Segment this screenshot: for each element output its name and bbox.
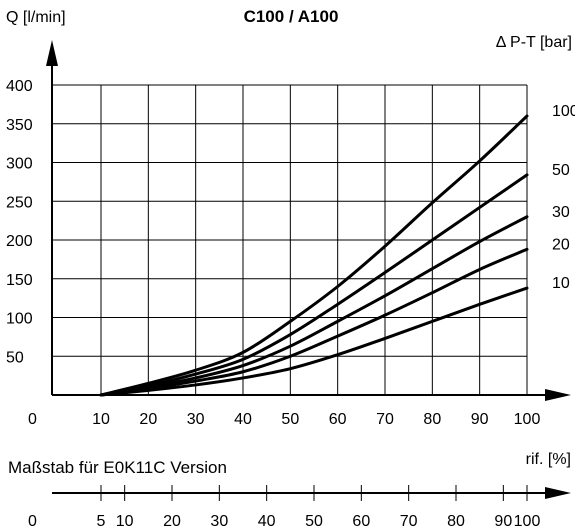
y-axis-arrow: [46, 40, 58, 66]
y-origin-label: 0: [28, 411, 37, 428]
chart-grid: [52, 84, 528, 395]
series-label: 30: [552, 204, 570, 221]
chart-series: [99, 114, 529, 397]
secondary-tick-label: 10: [116, 513, 134, 530]
x-tick-label: 10: [92, 411, 110, 428]
x-tick-label: 20: [139, 411, 157, 428]
x-tick-label: 80: [423, 411, 441, 428]
x-tick-label: 60: [329, 411, 347, 428]
secondary-tick-label: 20: [163, 513, 181, 530]
series-line: [99, 173, 529, 397]
legend-title: Δ P-T [bar]: [496, 34, 572, 51]
y-axis-label: Q [l/min]: [6, 9, 66, 26]
series-label: 10: [552, 275, 570, 292]
series-line: [99, 215, 529, 397]
secondary-tick-label: 80: [447, 513, 465, 530]
secondary-tick-label: 30: [210, 513, 228, 530]
x-tick-label: 100: [514, 411, 541, 428]
secondary-tick-label: 100: [514, 513, 541, 530]
y-tick-label: 250: [6, 194, 33, 211]
secondary-tick-label: 50: [305, 513, 323, 530]
y-tick-label: 350: [6, 117, 33, 134]
chart-title: C100 / A100: [244, 7, 339, 26]
x-tick-label: 90: [471, 411, 489, 428]
secondary-scale-label: Maßstab für E0K11C Version: [8, 458, 227, 477]
x-axis-arrow: [545, 389, 571, 401]
x-tick-label: 40: [234, 411, 252, 428]
x-tick-label: 30: [187, 411, 205, 428]
secondary-scale-arrow: [545, 487, 571, 499]
chart-axes: [46, 40, 571, 501]
series-label: 20: [552, 236, 570, 253]
y-tick-label: 100: [6, 311, 33, 328]
series-label: 100: [552, 103, 575, 120]
x-tick-label: 50: [281, 411, 299, 428]
secondary-tick-label: 70: [400, 513, 418, 530]
chart-labels: Q [l/min] C100 / A100 Δ P-T [bar] rif. […: [6, 7, 575, 530]
secondary-origin-label: 0: [28, 513, 37, 530]
x-axis-label: rif. [%]: [526, 451, 571, 468]
secondary-tick-label: 60: [352, 513, 370, 530]
y-tick-label: 300: [6, 156, 33, 173]
series-label: 50: [552, 162, 570, 179]
series-line: [99, 286, 529, 397]
x-tick-label: 70: [376, 411, 394, 428]
y-tick-label: 200: [6, 233, 33, 250]
y-tick-label: 400: [6, 78, 33, 95]
series-line: [99, 247, 529, 397]
y-tick-label: 50: [6, 349, 24, 366]
series-line: [99, 114, 529, 397]
y-tick-label: 150: [6, 272, 33, 289]
secondary-tick-label: 90: [494, 513, 512, 530]
secondary-tick-label: 40: [258, 513, 276, 530]
secondary-tick-label: 5: [97, 513, 106, 530]
